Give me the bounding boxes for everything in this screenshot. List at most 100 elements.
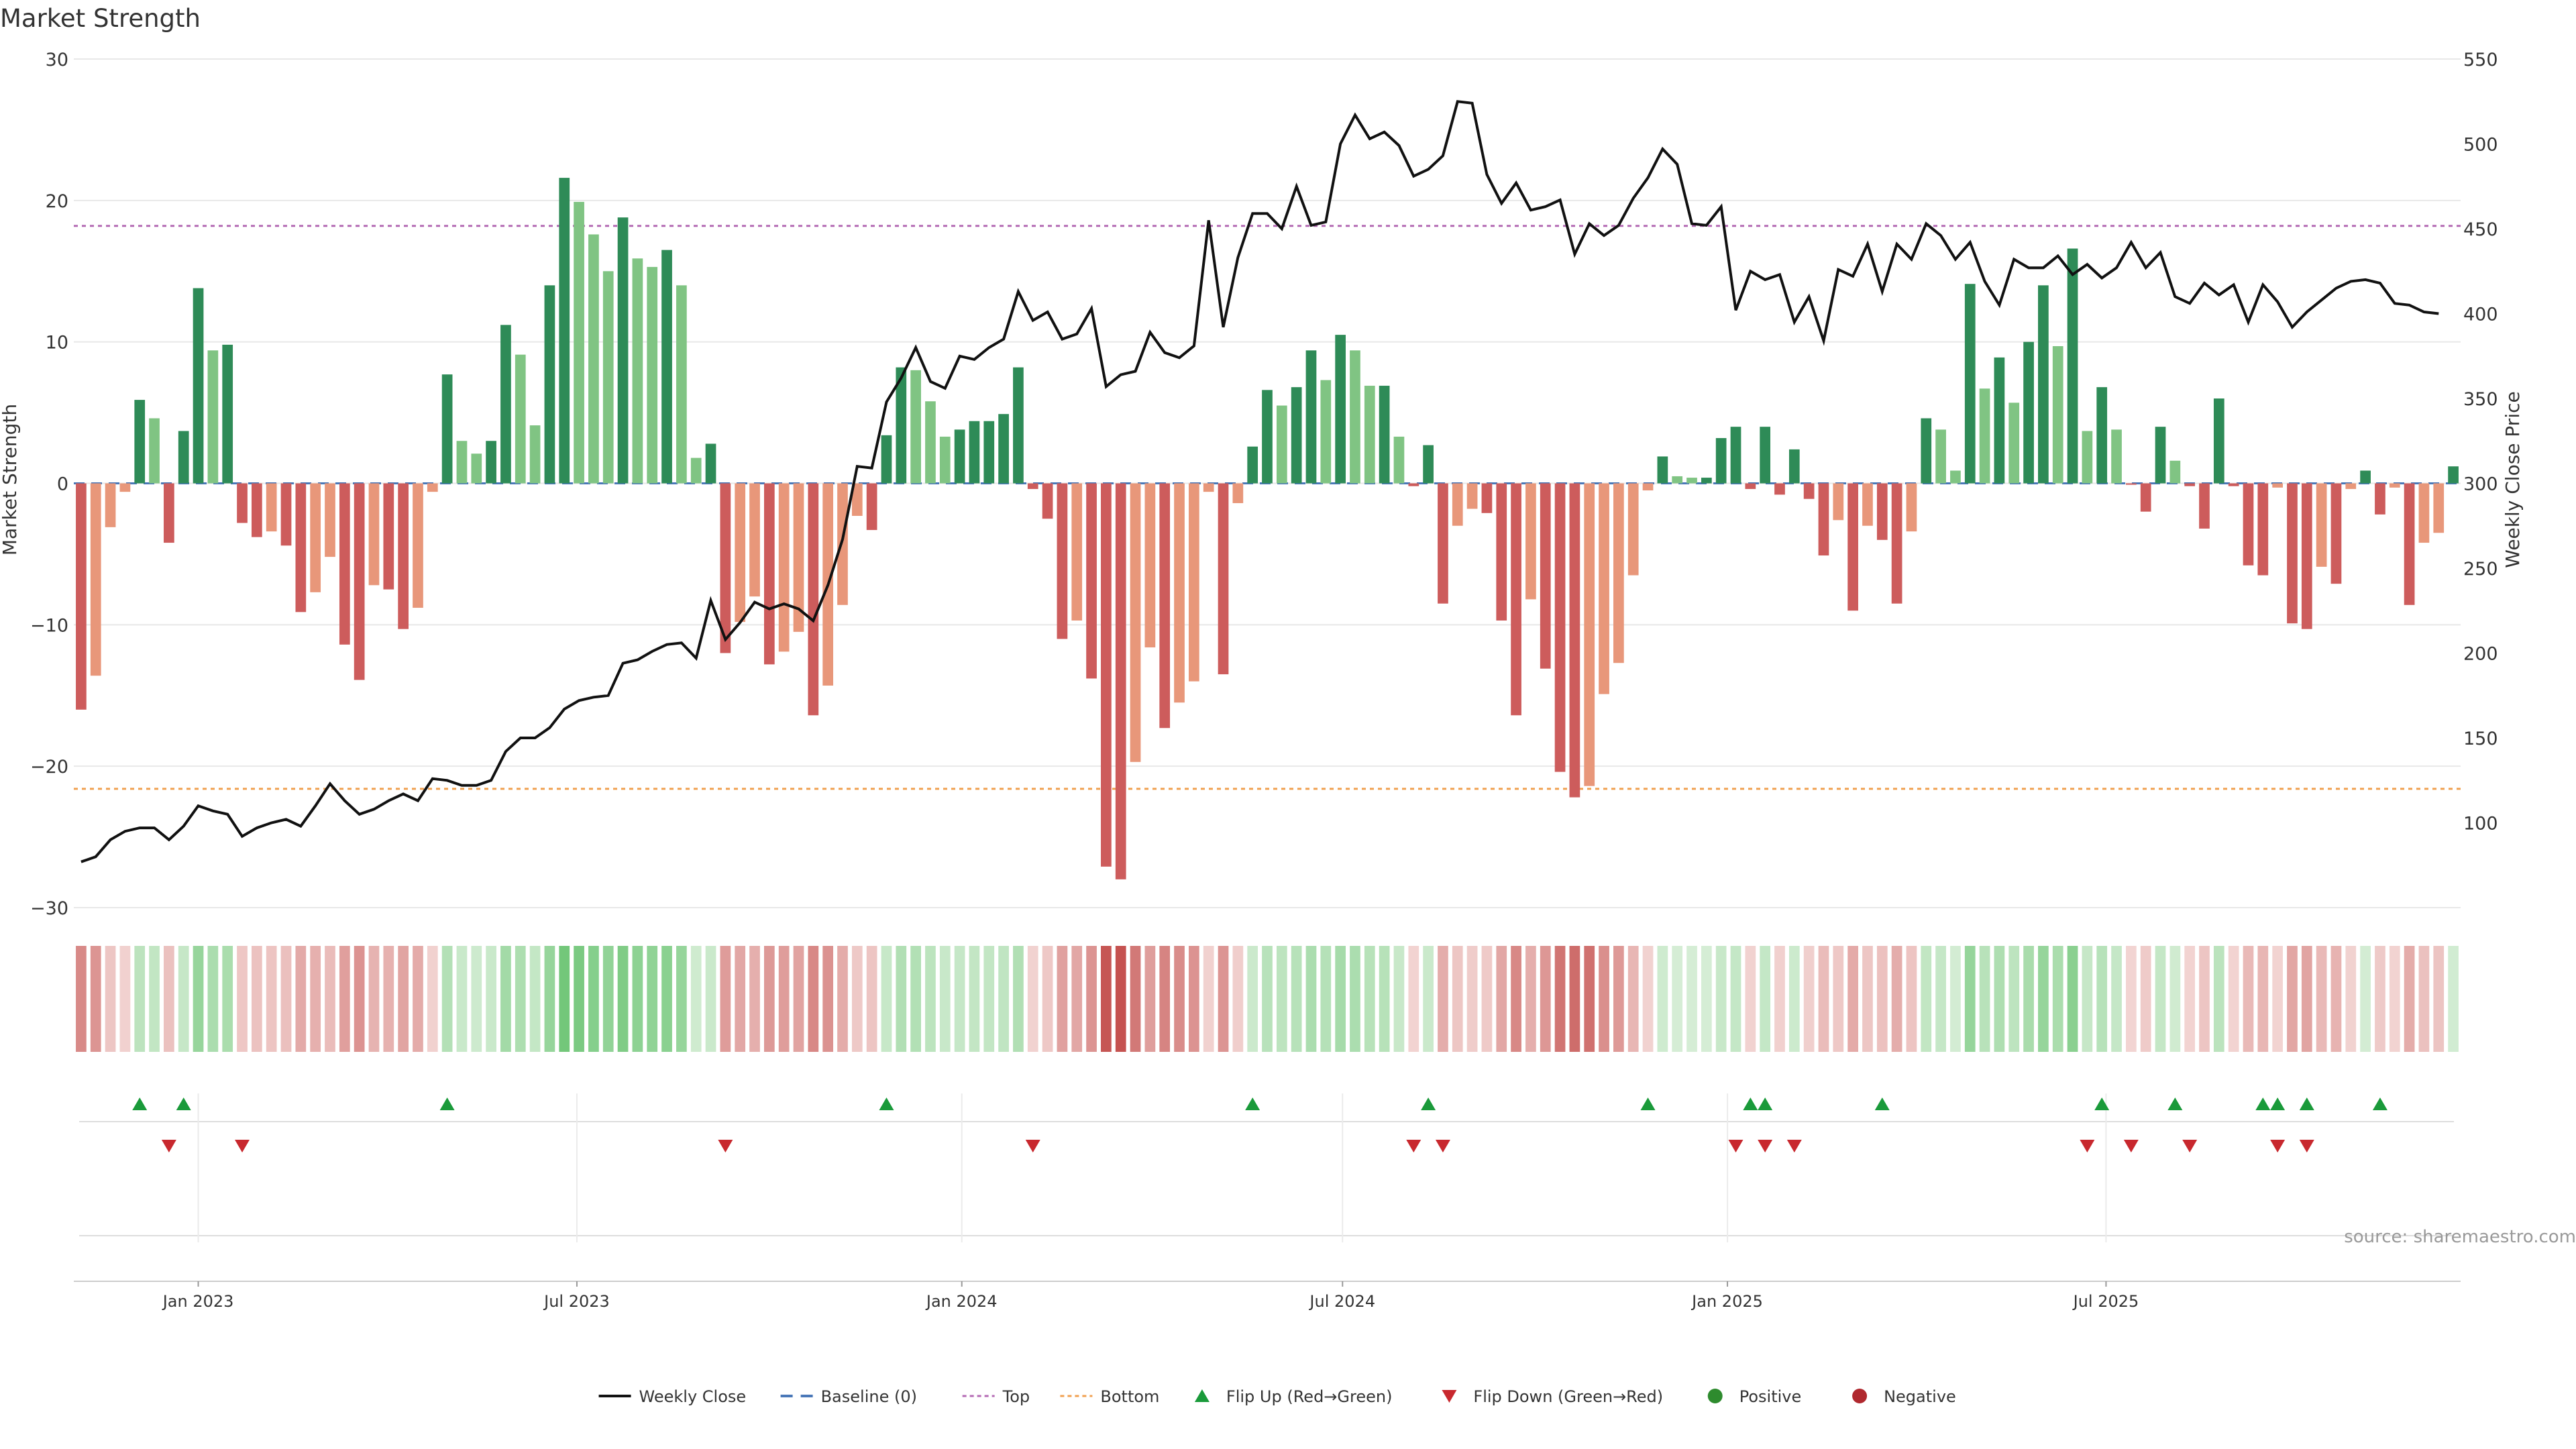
heat-cell bbox=[1833, 946, 1844, 1052]
strength-bar bbox=[427, 483, 438, 492]
strength-bar bbox=[2287, 483, 2298, 624]
legend-item-flip_up: Flip Up (Red→Green) bbox=[1194, 1387, 1392, 1406]
heat-cell bbox=[954, 946, 965, 1052]
heat-cell bbox=[2287, 946, 2298, 1052]
heat-cell bbox=[2082, 946, 2093, 1052]
strength-bar bbox=[398, 483, 409, 629]
flip-up-marker bbox=[2167, 1097, 2183, 1110]
strength-bar bbox=[1876, 483, 1888, 540]
heat-cell bbox=[632, 946, 643, 1052]
strength-bar bbox=[1159, 483, 1171, 729]
left-y-tick-label: 20 bbox=[46, 191, 68, 212]
flip-down-marker bbox=[1435, 1140, 1450, 1152]
strength-bar bbox=[1994, 357, 2005, 484]
strength-bar bbox=[2433, 483, 2445, 533]
right-y-tick-label: 550 bbox=[2463, 50, 2498, 70]
heat-cell bbox=[1364, 946, 1375, 1052]
heat-cell bbox=[1745, 946, 1756, 1052]
strength-bar bbox=[602, 271, 614, 484]
right-y-tick-label: 200 bbox=[2463, 644, 2498, 665]
heat-cell bbox=[793, 946, 804, 1052]
strength-bar bbox=[1584, 483, 1595, 786]
heat-cell bbox=[2023, 946, 2034, 1052]
strength-bar bbox=[354, 483, 365, 680]
strength-bar bbox=[837, 483, 848, 605]
strength-bar bbox=[2272, 483, 2284, 488]
strength-bar bbox=[2184, 483, 2196, 486]
right-y-axis-label: Weekly Close Price bbox=[2502, 391, 2524, 568]
strength-bar bbox=[368, 483, 380, 586]
strength-bar bbox=[1964, 284, 1976, 484]
flip-markers bbox=[79, 1093, 2454, 1242]
heat-cell bbox=[1569, 946, 1580, 1052]
heat-cell bbox=[1511, 946, 1521, 1052]
heat-cell bbox=[1379, 946, 1390, 1052]
heat-cell bbox=[749, 946, 760, 1052]
strength-bar bbox=[134, 400, 146, 484]
strength-bar bbox=[1554, 483, 1566, 772]
strength-bar bbox=[2448, 466, 2459, 484]
strength-bar bbox=[544, 285, 555, 484]
strength-bar bbox=[1393, 436, 1405, 484]
heat-cell bbox=[1803, 946, 1815, 1052]
heat-cell bbox=[76, 946, 87, 1052]
heat-cell bbox=[119, 946, 131, 1052]
heat-cell bbox=[280, 946, 292, 1052]
strength-bar bbox=[998, 414, 1009, 484]
heat-cell bbox=[134, 946, 146, 1052]
strength-bar bbox=[149, 418, 160, 484]
strength-bar bbox=[1247, 446, 1258, 484]
legend-item-weekly_close: Weekly Close bbox=[598, 1387, 746, 1406]
strength-bar bbox=[1174, 483, 1185, 703]
legend-swatch bbox=[1852, 1389, 1868, 1403]
strength-bar bbox=[1686, 478, 1697, 484]
strength-bar bbox=[793, 483, 804, 632]
strength-bar bbox=[266, 483, 277, 532]
heat-cell bbox=[2389, 946, 2400, 1052]
strength-bar bbox=[295, 483, 307, 612]
heat-cell bbox=[2301, 946, 2312, 1052]
strength-bar bbox=[178, 431, 189, 484]
heat-cell bbox=[1847, 946, 1858, 1052]
flip-up-marker bbox=[1743, 1097, 1758, 1110]
heat-cell bbox=[1730, 946, 1741, 1052]
strength-bar bbox=[2213, 398, 2224, 484]
x-tick-label: Jan 2023 bbox=[162, 1292, 234, 1311]
strength-bar bbox=[1086, 483, 1097, 679]
heat-cell bbox=[2433, 946, 2445, 1052]
heat-cell bbox=[1525, 946, 1536, 1052]
heat-cell bbox=[925, 946, 936, 1052]
strength-bar bbox=[1203, 483, 1214, 492]
strength-bar bbox=[1042, 483, 1053, 519]
strength-bar bbox=[939, 436, 951, 484]
strength-bar bbox=[881, 435, 892, 484]
strength-bar bbox=[2301, 483, 2312, 629]
heat-cell bbox=[720, 946, 731, 1052]
heat-cell bbox=[661, 946, 672, 1052]
heat-cell bbox=[368, 946, 380, 1052]
heat-cell bbox=[1071, 946, 1083, 1052]
strength-bar bbox=[2199, 483, 2210, 529]
heat-cell bbox=[1642, 946, 1654, 1052]
strength-bar bbox=[90, 483, 101, 676]
strength-bar bbox=[1599, 483, 1609, 694]
legend-label: Positive bbox=[1739, 1387, 1802, 1406]
heat-cell bbox=[866, 946, 877, 1052]
heat-cell bbox=[602, 946, 614, 1052]
strength-bar bbox=[1921, 418, 1932, 484]
right-y-tick-label: 150 bbox=[2463, 729, 2498, 749]
flip-down-marker bbox=[1758, 1140, 1773, 1152]
strength-bar bbox=[632, 258, 643, 484]
strength-bar bbox=[471, 453, 482, 484]
heat-cell bbox=[1320, 946, 1332, 1052]
strength-bar bbox=[2257, 483, 2269, 576]
heat-cell bbox=[1496, 946, 1507, 1052]
heat-cell bbox=[1979, 946, 1990, 1052]
heat-cell bbox=[1013, 946, 1024, 1052]
strength-bar bbox=[1276, 405, 1287, 484]
strength-bar bbox=[720, 483, 731, 653]
heat-cell bbox=[837, 946, 848, 1052]
heat-cell bbox=[515, 946, 526, 1052]
heat-cell bbox=[295, 946, 307, 1052]
